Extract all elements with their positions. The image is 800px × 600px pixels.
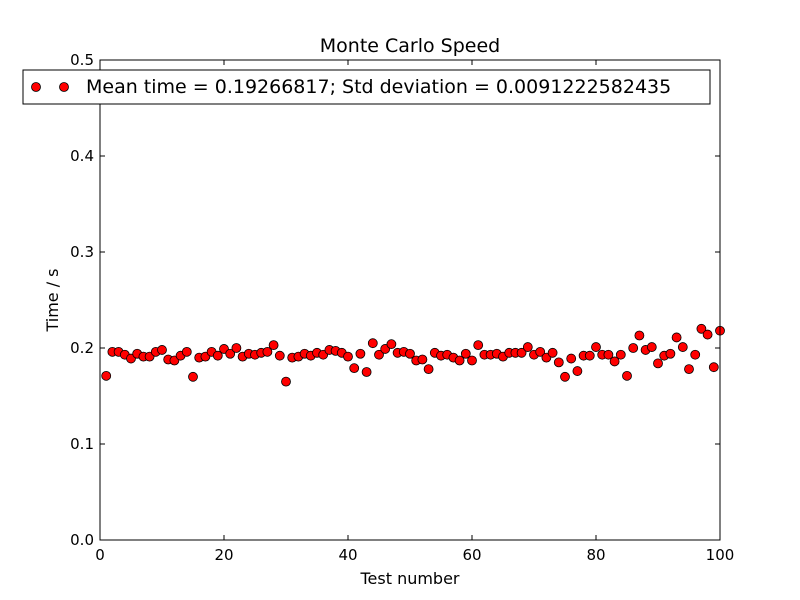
data-point <box>262 346 273 357</box>
data-point <box>405 348 415 359</box>
data-point <box>355 348 366 359</box>
y-tick-label: 0.1 <box>70 435 94 453</box>
data-point <box>460 348 471 359</box>
data-point <box>708 362 719 373</box>
data-point <box>101 370 112 381</box>
data-point <box>591 342 601 352</box>
legend-entry: Mean time = 0.19266817; Std deviation = … <box>86 76 671 98</box>
data-point <box>665 348 676 359</box>
data-point <box>225 348 236 359</box>
legend: Mean time = 0.19266817; Std deviation = … <box>22 69 711 105</box>
x-tick-label: 20 <box>214 546 233 564</box>
y-tick-label: 0.2 <box>70 339 94 357</box>
data-point <box>603 349 614 360</box>
data-point <box>268 340 279 351</box>
data-point <box>677 342 688 352</box>
x-tick-label: 100 <box>706 546 735 564</box>
data-point <box>188 371 198 382</box>
data-point <box>628 343 639 353</box>
data-point <box>361 367 372 377</box>
data-point <box>572 366 583 376</box>
y-tick-label: 0.5 <box>70 51 94 69</box>
data-point <box>646 342 657 352</box>
data-point <box>231 343 242 353</box>
data-point <box>609 356 620 367</box>
data-point <box>386 339 397 350</box>
data-point <box>157 345 167 355</box>
legend-marker <box>31 82 41 92</box>
data-point <box>671 332 682 343</box>
data-point <box>473 340 484 351</box>
data-point <box>622 370 632 381</box>
axis-ticks <box>99 59 721 541</box>
data-point <box>367 338 378 349</box>
data-point <box>653 358 663 369</box>
x-tick-label: 80 <box>586 546 605 564</box>
x-axis-label: Test number <box>359 569 459 588</box>
data-point <box>212 350 223 361</box>
data-point <box>349 363 360 374</box>
y-tick-label: 0.3 <box>70 243 94 261</box>
data-point <box>547 347 558 358</box>
y-axis-label: Time / s <box>43 268 62 332</box>
y-tick-label: 0.0 <box>70 531 94 549</box>
x-tick-label: 60 <box>462 546 481 564</box>
x-tick-label: 0 <box>95 546 105 564</box>
axis-tick-labels: 0 20 40 60 80 100 0.0 0.1 0.2 0.3 0.4 0.5 <box>70 51 734 564</box>
x-tick-label: 40 <box>338 546 357 564</box>
data-point <box>417 354 428 365</box>
data-point <box>615 349 626 360</box>
legend-box <box>22 69 711 105</box>
data-point <box>535 346 546 357</box>
data-point <box>516 347 527 358</box>
data-point <box>281 376 291 387</box>
data-point <box>467 355 477 366</box>
data-point <box>560 371 570 382</box>
data-point <box>374 349 384 360</box>
y-tick-label: 0.4 <box>70 147 94 165</box>
data-point <box>696 323 707 334</box>
data-points <box>101 323 725 387</box>
legend-marker <box>59 82 69 92</box>
data-point <box>454 355 465 366</box>
data-point <box>684 364 694 375</box>
data-point <box>566 353 577 364</box>
plot-frame <box>99 59 721 541</box>
chart-title: Monte Carlo Speed <box>320 35 500 57</box>
data-point <box>423 364 434 375</box>
data-point <box>634 330 645 341</box>
data-point <box>522 342 533 352</box>
data-point <box>584 350 595 361</box>
data-point <box>181 346 192 357</box>
data-point <box>690 349 701 360</box>
data-point <box>702 329 713 340</box>
data-point <box>553 357 564 368</box>
data-point <box>343 351 353 362</box>
data-point <box>274 350 285 361</box>
